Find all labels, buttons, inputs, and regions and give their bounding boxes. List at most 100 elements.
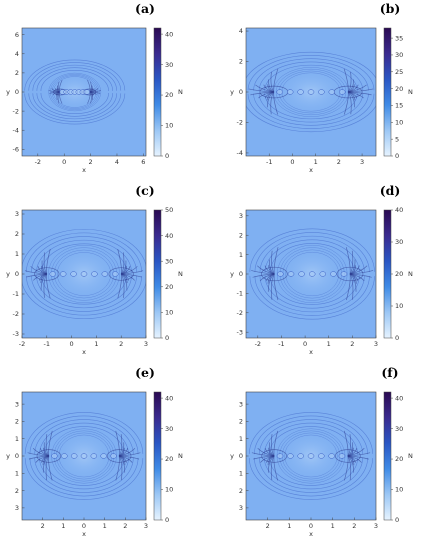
x-tick-label: -2 — [255, 340, 261, 348]
field-bead — [49, 271, 57, 277]
y-tick-label: 2 — [15, 69, 19, 77]
field-bead — [340, 271, 348, 277]
heatmap-structures — [246, 51, 376, 133]
colorbar-label: N — [408, 452, 413, 460]
field-arc — [247, 55, 375, 91]
field-arc — [31, 275, 137, 312]
field-arc — [258, 61, 364, 91]
colorbar-tick-label: 20 — [165, 283, 173, 291]
colorbar — [383, 391, 392, 521]
field-bead — [338, 89, 346, 95]
x-tick-label: -1 — [278, 340, 284, 348]
panel-d: -2 -1 0 1 2 3 -3 -2 -1 0 1 2 3 x y (d) 0 10 20 30 40 N — [230, 183, 413, 356]
field-fan-line — [117, 273, 122, 299]
colorbar-tick-label: 30 — [165, 257, 173, 265]
field-arc — [249, 276, 375, 320]
x-tick-label: 3 — [360, 158, 364, 166]
field-fan-line — [120, 273, 128, 291]
field-arc — [40, 93, 109, 114]
field-fan-line — [273, 273, 279, 301]
y-tick-label: 3 — [15, 504, 19, 512]
field-fan-line — [271, 434, 275, 457]
field-bead — [100, 453, 107, 459]
field-loop — [56, 252, 112, 296]
field-arc — [259, 235, 365, 273]
field-fan-line — [270, 91, 275, 115]
field-arc — [40, 70, 109, 91]
field-loop — [51, 75, 98, 109]
field-fan-line — [40, 273, 48, 291]
field-fan-line — [48, 430, 53, 457]
colorbar-tick-label: 15 — [395, 102, 403, 110]
y-tick-label: 6 — [15, 31, 19, 39]
field-bead — [298, 271, 305, 277]
field-bead — [83, 89, 91, 95]
field-arc — [22, 228, 146, 267]
field-bead — [70, 271, 77, 277]
field-arc — [22, 281, 146, 320]
field-arc — [269, 275, 355, 305]
field-bead — [328, 453, 335, 459]
field-lobe — [336, 266, 364, 282]
colorbar-tick-label: 40 — [395, 394, 403, 402]
x-tick-label: 1 — [314, 158, 318, 166]
field-fan-line — [267, 273, 275, 292]
colorbar — [153, 391, 162, 521]
panel-label: (d) — [380, 183, 401, 198]
x-tick-label: 1 — [94, 340, 98, 348]
field-arc — [264, 239, 360, 273]
colorbar-tick-label: 30 — [165, 61, 173, 69]
field-arc — [24, 458, 144, 500]
field-fan-line — [347, 455, 355, 473]
field-loop — [48, 244, 120, 304]
colorbar-tick-label: 25 — [395, 68, 403, 76]
colorbar — [383, 27, 392, 157]
colorbar-tick-label: 30 — [395, 51, 403, 59]
colorbar-tick-label: 5 — [395, 135, 399, 143]
x-tick-label: 1 — [331, 522, 335, 530]
colorbar-tick-label: 10 — [165, 486, 173, 494]
field-bead — [307, 453, 315, 459]
field-arc — [36, 93, 113, 117]
y-tick-label: 3 — [15, 210, 19, 218]
x-tick-label: 2 — [337, 158, 341, 166]
colorbar-tick-label: 20 — [395, 455, 403, 463]
y-tick-label: 4 — [239, 27, 243, 35]
field-arc — [26, 275, 142, 316]
y-tick-label: 1 — [239, 435, 243, 443]
field-arc — [24, 59, 126, 91]
field-fan-line — [273, 455, 278, 481]
colorbar-label: N — [178, 270, 183, 278]
x-tick-label: 2 — [89, 158, 93, 166]
field-fan-line — [349, 273, 354, 300]
y-tick-label: 3 — [239, 400, 243, 408]
panel-label: (c) — [135, 183, 154, 198]
heatmap-structures — [24, 59, 126, 125]
y-axis-label: y — [230, 270, 234, 278]
colorbar-tick-label: 50 — [165, 206, 173, 214]
x-tick-label: 2 — [119, 340, 123, 348]
y-tick-label: 2 — [15, 487, 19, 495]
x-tick-label: 0 — [70, 340, 74, 348]
panel-label: (b) — [380, 1, 401, 16]
colorbar-tick-label: 40 — [165, 30, 173, 38]
x-tick-label: 3 — [144, 340, 148, 348]
field-arc — [246, 105, 376, 133]
field-arc — [41, 275, 127, 305]
y-tick-label: -2 — [13, 310, 19, 318]
field-arc — [34, 419, 134, 455]
field-arc — [39, 422, 129, 455]
field-fan-line — [120, 252, 125, 275]
y-axis-label: y — [6, 452, 10, 460]
field-arc — [259, 419, 363, 455]
x-tick-label: 3 — [144, 522, 148, 530]
field-fan-line — [271, 250, 275, 275]
colorbar-tick-label: 10 — [395, 486, 403, 494]
field-fan-line — [273, 430, 279, 457]
x-axis-label: x — [309, 166, 313, 174]
field-bead — [61, 453, 68, 459]
field-arc — [259, 275, 365, 313]
field-loop — [276, 244, 348, 304]
